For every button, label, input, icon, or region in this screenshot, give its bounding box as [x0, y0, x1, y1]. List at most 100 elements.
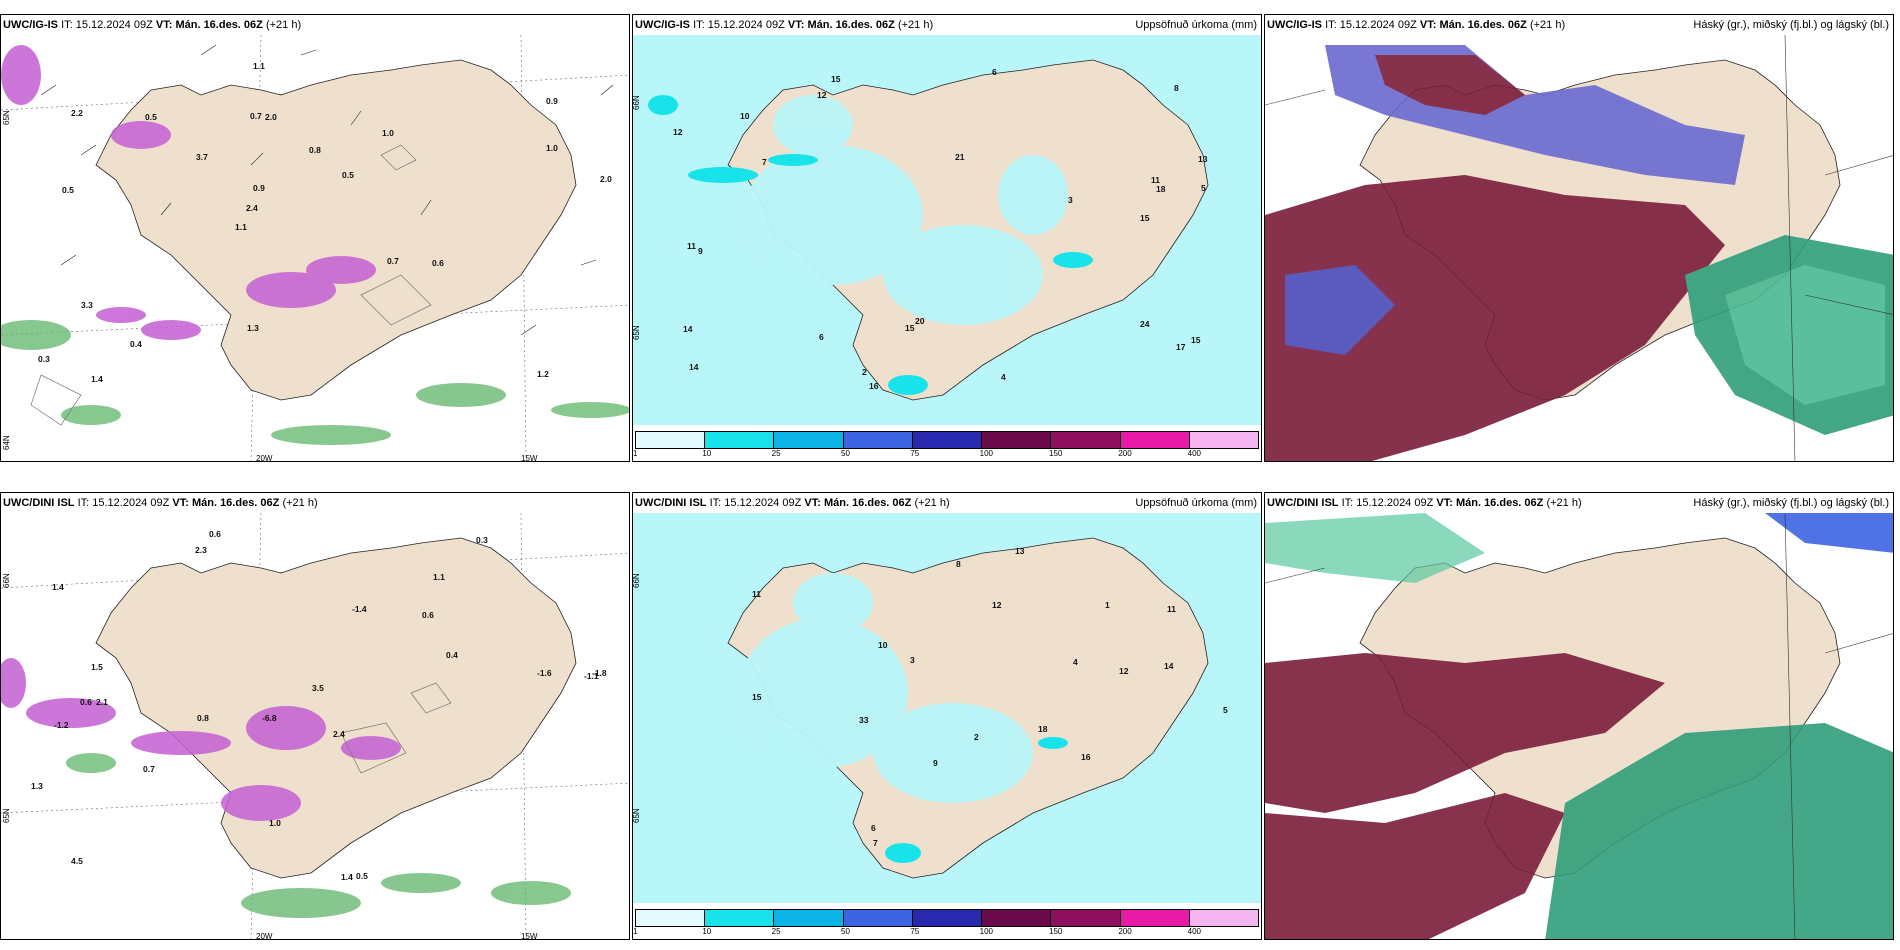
station-value: 8: [956, 559, 961, 569]
station-value: 2: [862, 367, 867, 377]
station-value: 1.3: [247, 323, 259, 333]
precip-title: Uppsöfnuð úrkoma (mm): [1135, 19, 1257, 31]
map-clouds: [1265, 34, 1893, 461]
colorbar-tick-label: 25: [771, 449, 781, 458]
colorbar-tick-label: 75: [910, 449, 920, 458]
station-value: 12: [673, 127, 683, 137]
colorbar-ticks: 1 10 25 50 75 100 150 200 400: [633, 449, 1259, 461]
station-value: 4: [1001, 372, 1006, 382]
colorbar-tick-label: 150: [1049, 927, 1063, 936]
station-value: 6: [819, 332, 824, 342]
station-value: 4: [1073, 657, 1078, 667]
colorbar-tick-label: 400: [1187, 449, 1202, 458]
cloud-title: Háský (gr.), miðský (fj.bl.) og lágský (…: [1693, 497, 1889, 509]
station-value: 1.4: [341, 872, 353, 882]
station-value: 3: [1068, 195, 1073, 205]
colorbar-swatch: [774, 910, 844, 926]
colorbar-tick-label: 25: [771, 927, 781, 936]
station-value: 0.6: [80, 697, 92, 707]
station-value: 0.4: [130, 339, 142, 349]
station-value: 0.8: [309, 145, 321, 155]
station-value: 3.3: [81, 300, 93, 310]
map-clouds: [1265, 512, 1893, 939]
station-value: 1: [1105, 600, 1110, 610]
colorbar-swatch: [636, 910, 706, 926]
lat-label-65n: 65N: [2, 110, 11, 125]
station-value: 14: [1164, 661, 1174, 671]
station-value: 2.4: [333, 729, 345, 739]
precip-panel-bottom: UWC/DINI ISL IT: 15.12.2024 09Z VT: Mán.…: [632, 492, 1262, 940]
colorbar-swatch: [1189, 432, 1258, 448]
station-value: 4.5: [71, 856, 83, 866]
panel-header: UWC/IG-IS IT: 15.12.2024 09Z VT: Mán. 16…: [1267, 19, 1566, 31]
colorbar-tick-label: 100: [979, 449, 994, 458]
station-value: 2: [974, 732, 979, 742]
cloud-title: Háský (gr.), miðský (fj.bl.) og lágský (…: [1693, 19, 1889, 31]
lon-label-15w: 15W: [521, 932, 538, 940]
station-value: 15: [752, 692, 762, 702]
station-value: 0.7: [143, 764, 155, 774]
wind-precip-panel-bottom: UWC/DINI ISL IT: 15.12.2024 09Z VT: Mán.…: [0, 492, 630, 940]
panel-header: UWC/DINI ISL IT: 15.12.2024 09Z VT: Mán.…: [3, 497, 318, 509]
station-value: 12: [992, 600, 1002, 610]
station-value: 0.6: [432, 258, 444, 268]
lon-label-15w: 15W: [521, 454, 538, 462]
station-value: 11: [687, 241, 696, 251]
station-value: 1.0: [382, 128, 394, 138]
station-value: 2.4: [246, 203, 258, 213]
colorbar-swatch: [1120, 910, 1190, 926]
lat-label-66n: 66N: [633, 95, 641, 110]
station-value: 0.5: [342, 170, 354, 180]
station-value: 3: [910, 655, 915, 665]
station-value: 10: [740, 111, 750, 121]
colorbar-tick-label: 200: [1118, 927, 1132, 936]
station-value: 16: [869, 381, 879, 391]
lat-label-64n: 64N: [2, 435, 11, 450]
colorbar-swatch: [636, 432, 706, 448]
colorbar-swatch: [982, 910, 1052, 926]
lat-label-65n: 65N: [2, 808, 11, 823]
station-value: 0.9: [253, 183, 265, 193]
station-value: 24: [1140, 319, 1150, 329]
cloud-panel-bottom: UWC/DINI ISL IT: 15.12.2024 09Z VT: Mán.…: [1264, 492, 1894, 940]
lat-label-65n: 65N: [633, 325, 641, 340]
panel-header: UWC/DINI ISL IT: 15.12.2024 09Z VT: Mán.…: [635, 497, 950, 509]
colorbar-swatch: [843, 910, 913, 926]
station-value: 9: [698, 246, 703, 256]
station-value: 15: [1140, 213, 1150, 223]
panel-header: UWC/IG-IS IT: 15.12.2024 09Z VT: Mán. 16…: [635, 19, 934, 31]
station-value: 0.7: [387, 256, 399, 266]
station-value: 3.5: [312, 683, 324, 693]
station-value: 11: [1151, 175, 1160, 185]
lon-label-20w: 20W: [256, 932, 273, 940]
colorbar-tick-label: 10: [702, 927, 712, 936]
station-value: 1.1: [253, 61, 265, 71]
station-value: 2.0: [600, 174, 612, 184]
station-value: 0.3: [38, 354, 50, 364]
station-value: 0.4: [446, 650, 458, 660]
wind-precip-panel-top: UWC/IG-IS IT: 15.12.2024 09Z VT: Mán. 16…: [0, 14, 630, 462]
precip-title: Uppsöfnuð úrkoma (mm): [1135, 497, 1257, 509]
colorbar-swatch: [1051, 432, 1121, 448]
map-wind-precip: 1.20.50.91.11.01.40.70.83.33.70.30.42.00…: [1, 34, 629, 462]
station-value: 18: [1156, 184, 1166, 194]
station-value: 33: [859, 715, 869, 725]
lat-label-65n: 65N: [633, 808, 641, 823]
colorbar-tick-label: 100: [979, 927, 994, 936]
station-value: 0.5: [145, 112, 157, 122]
station-value: 13: [1198, 154, 1208, 164]
colorbar-ticks: 1 10 25 50 75 100 150 200 400: [633, 927, 1259, 939]
station-value: 21: [955, 152, 965, 162]
station-value: 1.5: [91, 662, 103, 672]
station-value: 6: [992, 67, 997, 77]
station-value: 1.1: [433, 572, 445, 582]
station-value: 11: [1167, 604, 1176, 614]
station-value: 15: [1191, 335, 1201, 345]
colorbar-swatch: [705, 910, 775, 926]
station-value: 1.4: [52, 582, 64, 592]
precip-colorbar: [635, 909, 1259, 927]
colorbar-tick-label: 1: [633, 449, 638, 458]
colorbar-swatch: [705, 432, 775, 448]
station-value: 5: [1223, 705, 1228, 715]
